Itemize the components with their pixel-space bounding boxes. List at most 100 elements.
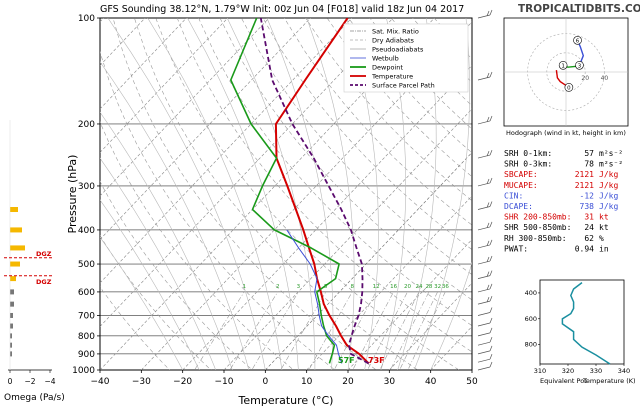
mixing-ratio-labels: 1 2 3 5 8 12 16 20 24 28 32 36	[242, 284, 449, 290]
omega-bar	[10, 333, 12, 339]
height-marker-label: 3	[578, 63, 582, 69]
mixing-ratio-label: 1	[242, 284, 246, 290]
wind-barb	[477, 115, 493, 125]
mixing-ratio-label: 2	[276, 284, 280, 290]
wind-barb	[477, 296, 493, 305]
mixing-ratio-line	[390, 291, 430, 370]
omega-bar	[10, 289, 14, 295]
wind-barb	[477, 221, 493, 231]
omega-tick-label: −2	[24, 377, 35, 386]
y-tick-label: 800	[78, 332, 95, 342]
pseudoadiabat	[100, 157, 217, 370]
x-tick-label: 0	[262, 377, 268, 387]
index-unit: J/kg	[599, 202, 618, 211]
index-unit: J/kg	[599, 191, 618, 200]
pseudoadiabat	[397, 18, 437, 370]
wind-barb	[477, 317, 493, 327]
height-marker	[564, 83, 574, 92]
temperature-line	[274, 18, 370, 365]
theta-e-x-tick-label: 340	[618, 367, 630, 375]
dry-adiabat	[100, 286, 171, 370]
index-value: -12	[580, 191, 595, 200]
index-row: SHR 500-850mb: 24 kt	[504, 223, 609, 232]
pseudoadiabat	[380, 18, 406, 370]
mixing-ratio-label: 32	[434, 284, 441, 290]
index-label: CIN:	[504, 191, 523, 200]
mixing-ratio-label: 36	[442, 284, 449, 290]
isotherm-line	[306, 195, 472, 370]
pseudoadiabat	[100, 199, 200, 370]
mixing-ratio-line	[229, 291, 278, 370]
index-row: CIN: -12 J/kg	[504, 191, 618, 200]
x-tick-labels: −40 −30 −20 −10 0 10 20 30 40 50	[91, 370, 478, 387]
dgz-markers: DGZ DGZ	[4, 250, 52, 286]
index-value: 2121	[575, 170, 594, 179]
pseudoadiabat	[100, 61, 250, 370]
dry-adiabat	[100, 235, 212, 370]
omega-bars	[9, 120, 25, 370]
isotherm-line	[347, 239, 472, 370]
wind-barb	[477, 201, 493, 210]
pseudoadiabat	[147, 18, 283, 370]
x-tick-label: 10	[301, 377, 313, 387]
omega-bar	[10, 351, 12, 357]
dry-adiabat	[134, 18, 419, 370]
surface-parcel-path-line	[259, 18, 370, 365]
dewpoint-line	[230, 18, 340, 364]
isotherm-line	[100, 18, 352, 284]
legend-label: Sat. Mix. Ratio	[372, 28, 419, 36]
x-tick-label: −40	[91, 377, 110, 387]
theta-e-x-tick-label: 330	[590, 367, 602, 375]
wind-barb	[477, 361, 493, 371]
x-tick-label: 40	[425, 377, 437, 387]
index-unit: J/kg	[599, 170, 618, 179]
legend-label: Pseudoadiabats	[372, 46, 424, 54]
omega-bar	[10, 227, 22, 233]
height-marker	[575, 60, 584, 70]
y-tick-label: 300	[78, 182, 95, 192]
wind-barb	[477, 239, 493, 249]
mixing-ratio-line	[399, 291, 438, 370]
theta-e-x-tick-label: 310	[534, 367, 546, 375]
index-row: SHR 200-850mb: 31 kt	[504, 213, 609, 222]
x-tick-label: 50	[466, 377, 478, 387]
wind-barb	[477, 327, 493, 337]
mixing-ratio-line	[333, 291, 377, 370]
index-value: 0.94	[575, 244, 594, 253]
brand-label: TROPICALTIDBITS.COM	[518, 3, 640, 15]
mixing-ratio-line	[352, 291, 394, 370]
isotherm-line	[389, 282, 472, 370]
dgz-label: DGZ	[36, 250, 52, 258]
y-tick-label: 200	[78, 120, 95, 130]
pseudoadiabat	[107, 18, 266, 370]
index-unit: kt	[599, 213, 609, 222]
dry-adiabat	[112, 18, 377, 370]
wind-barb	[477, 283, 493, 293]
legend-label: Dry Adiabats	[372, 37, 414, 45]
x-tick-label: 20	[342, 377, 354, 387]
omega-bar	[10, 301, 14, 307]
mixing-ratio-label: 20	[404, 284, 411, 290]
index-label: SHR 500-850mb:	[504, 223, 571, 232]
index-label: MUCAPE:	[504, 181, 538, 190]
y-tick-label: 500	[78, 260, 95, 270]
x-tick-label: 30	[384, 377, 396, 387]
theta-e-y-tick-label: 800	[525, 341, 537, 349]
pseudoadiabat	[306, 18, 355, 370]
wind-barb	[477, 307, 493, 316]
omega-bar	[10, 276, 16, 282]
isotherm-line	[100, 18, 270, 197]
surface-dewpoint-label: 57F	[338, 356, 355, 365]
pseudoadiabat	[226, 18, 316, 370]
dry-adiabat	[284, 18, 472, 226]
hodograph-ring-label: 40	[601, 75, 609, 82]
y-tick-label: 900	[78, 350, 95, 360]
theta-e-x-tick-label: 320	[562, 367, 574, 375]
omega-bar	[10, 245, 25, 251]
hodograph-rings: 20 40	[504, 18, 628, 126]
wind-barb	[477, 255, 493, 265]
height-marker-label: 1	[561, 63, 565, 69]
pseudoadiabat	[430, 262, 472, 370]
index-row: MUCAPE: 2121 J/kg	[504, 181, 618, 190]
